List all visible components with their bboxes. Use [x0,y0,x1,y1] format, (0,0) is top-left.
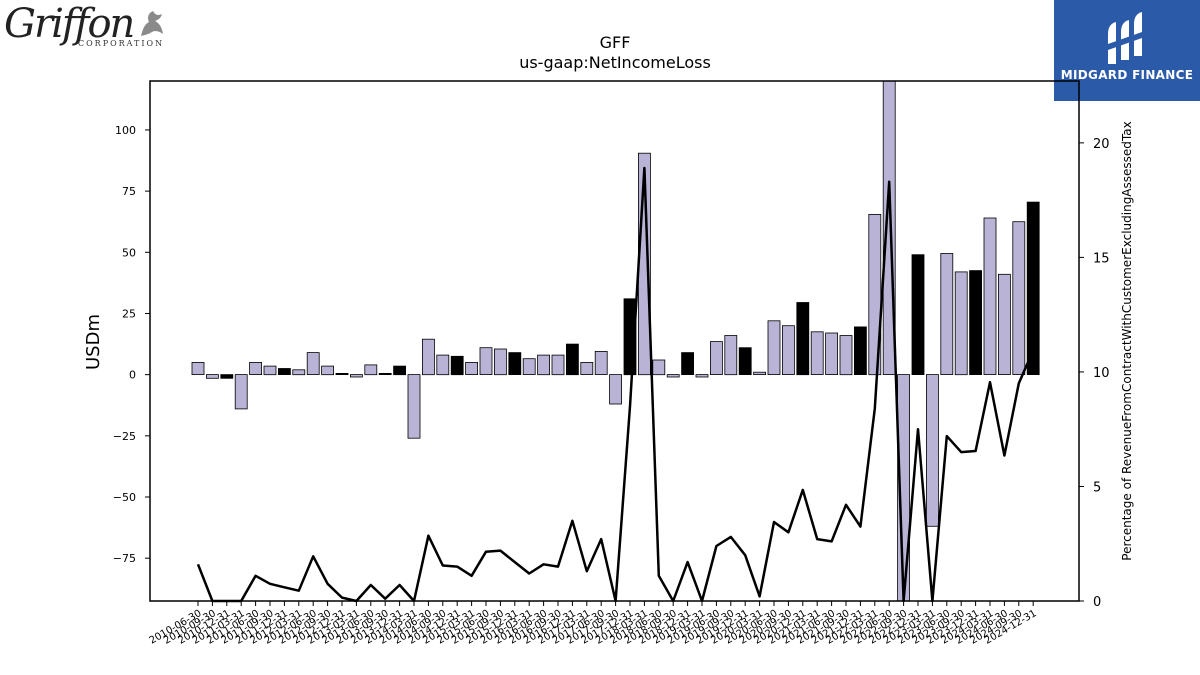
bar-2012-09-30 [321,365,335,376]
bar-2019-06-30 [710,341,723,376]
bar-2016-06-30 [537,354,550,376]
bar-2020-09-30 [782,325,795,376]
griffon-logo-subtitle: CORPORATION [78,39,165,48]
bar-2012-03-31 [292,369,306,376]
bar-2024-12-31 [1026,201,1040,376]
y2-tick-label: 5 [1093,480,1101,495]
y-tick-label: −75 [113,552,136,565]
axis-ticks: −75−50−250255075100051015202010-06-30201… [113,124,1110,647]
bar-2011-03-31 [234,374,248,410]
bar-2018-06-30 [652,359,666,376]
y-tick-label: 0 [129,369,136,382]
bar-2020-03-31 [753,371,766,376]
y2-tick-label: 0 [1093,595,1101,610]
griffin-emblem-icon [141,11,163,36]
bar-2022-12-31 [911,254,925,375]
bar-2019-03-31 [695,374,709,378]
y-tick-label: 75 [122,185,136,198]
bar-2018-12-31 [681,352,694,376]
y-tick-label: 50 [122,246,136,259]
bar-2013-03-31 [349,374,363,378]
bar-2013-09-30 [378,372,392,375]
y-tick-label: −50 [113,491,136,504]
bar-2015-06-30 [479,347,493,376]
y2-tick-label: 20 [1093,137,1110,152]
bar-2017-06-30 [594,350,608,375]
y-axis-label: USDm [83,314,104,370]
bar-2024-09-30 [1012,221,1026,375]
y2-tick-label: 15 [1093,251,1110,266]
chart-title: GFF [600,33,631,52]
bar-2011-12-31 [277,368,291,375]
bar-2021-03-31 [810,331,824,375]
bar-2018-09-30 [666,374,680,378]
bar-2023-12-31 [969,270,982,376]
bar-2021-12-31 [854,326,867,375]
bar-2014-06-30 [421,338,435,376]
bar-2024-03-31 [983,217,997,376]
bar-2012-12-31 [335,372,349,375]
bar-2024-06-30 [998,273,1011,375]
bar-2020-12-31 [796,302,810,376]
bar-2010-12-31 [220,374,234,379]
bar-2016-12-31 [566,343,579,376]
bar-series [191,80,1040,602]
chart-subtitle: us-gaap:NetIncomeLoss [519,53,711,72]
midgard-mark-icon [1108,12,1142,64]
bar-2011-06-30 [249,361,263,375]
griffon-logo-wordmark: Griffon [4,1,135,47]
y-tick-label: −25 [113,430,136,443]
bar-2013-12-31 [393,365,407,376]
midgard-finance-name: MIDGARD FINANCE [1060,68,1194,82]
bar-2012-06-30 [306,352,320,376]
bar-2010-09-30 [205,374,219,379]
bar-2014-03-31 [407,374,421,439]
bar-2016-09-30 [551,354,565,376]
y2-axis-label: Percentage of RevenueFromContractWithCus… [1120,121,1134,560]
bar-2019-12-31 [738,347,752,376]
griffon-logo: Griffon CORPORATION [4,2,174,48]
bar-2013-06-30 [364,364,378,376]
bar-2023-09-30 [954,271,968,376]
bar-2023-06-30 [940,253,954,375]
y-tick-label: 100 [115,124,136,137]
bar-2014-09-30 [436,354,450,376]
y-tick-label: 25 [122,307,136,320]
y2-tick-label: 10 [1093,366,1110,381]
bar-2010-06-30 [191,361,205,375]
bar-2015-03-31 [465,361,479,375]
bar-2021-09-30 [839,335,853,376]
bar-2015-12-31 [508,352,522,376]
bar-2017-09-30 [609,374,622,405]
bar-2023-03-31 [926,374,939,527]
bar-2019-09-30 [724,335,738,376]
bar-2016-03-31 [522,358,536,376]
bar-2020-06-30 [767,320,781,375]
bar-2015-09-30 [493,348,507,376]
bar-2021-06-30 [825,332,838,375]
plot-frame [149,80,1080,602]
bar-2011-09-30 [263,365,277,376]
bar-2014-12-31 [450,355,464,376]
bar-2017-03-31 [580,361,594,375]
